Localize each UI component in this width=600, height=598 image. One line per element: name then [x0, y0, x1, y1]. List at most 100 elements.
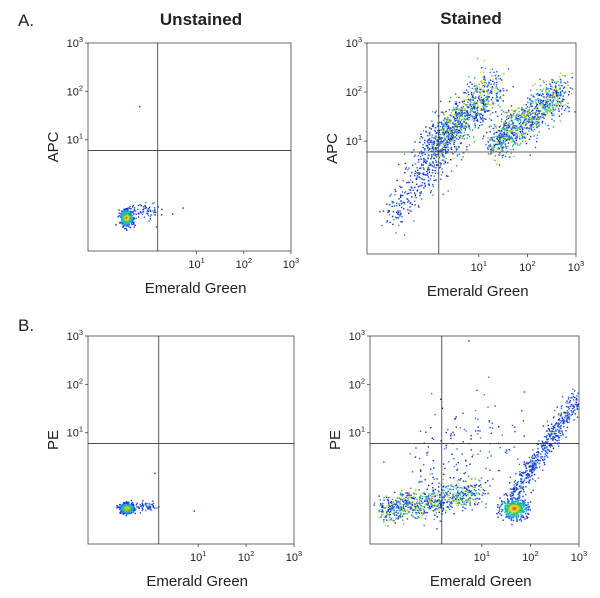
event-dot: [556, 91, 559, 93]
event-dot: [483, 94, 485, 97]
event-dot: [139, 204, 141, 206]
event-dot: [554, 109, 557, 111]
event-dot: [552, 126, 555, 128]
event-dot: [565, 107, 567, 110]
event-dot: [558, 101, 561, 103]
event-dot: [481, 494, 484, 496]
event-dot: [554, 89, 556, 91]
event-dot: [125, 215, 127, 218]
event-dot: [409, 496, 411, 498]
event-dot: [551, 81, 554, 83]
event-dot: [449, 132, 451, 134]
event-dot: [439, 144, 441, 147]
event-dot: [518, 499, 520, 501]
event-dot: [509, 110, 511, 112]
event-dot: [559, 425, 562, 427]
event-dot: [520, 480, 522, 483]
event-dot: [499, 136, 501, 138]
event-dot: [467, 106, 470, 108]
event-dot: [475, 89, 477, 92]
event-dot: [429, 131, 431, 133]
event-dot: [452, 121, 454, 123]
event-dot: [449, 119, 451, 121]
event-dot: [555, 91, 558, 93]
event-dot: [561, 100, 563, 102]
event-dot: [435, 507, 437, 510]
event-dot: [133, 507, 135, 509]
event-dot: [445, 117, 448, 119]
event-dot: [421, 173, 424, 175]
event-dot: [467, 123, 469, 125]
event-dot: [458, 101, 461, 104]
event-dot: [453, 486, 455, 488]
event-dot: [148, 220, 150, 222]
event-dot: [500, 148, 503, 150]
event-dot: [495, 73, 498, 75]
event-dot: [387, 499, 390, 502]
event-dot: [465, 124, 467, 127]
event-dot: [428, 168, 431, 171]
event-dot: [513, 515, 515, 517]
event-dot: [458, 153, 461, 155]
event-dot: [454, 488, 457, 490]
event-dot: [392, 223, 394, 226]
event-dot: [508, 130, 510, 132]
event-dot: [135, 213, 137, 215]
event-dot: [474, 77, 476, 79]
event-dot: [443, 129, 445, 131]
event-dot: [467, 485, 469, 487]
event-dot: [528, 508, 530, 510]
event-dot: [461, 101, 464, 103]
event-dot: [439, 520, 441, 522]
event-dot: [436, 144, 438, 147]
event-dot: [431, 503, 433, 505]
event-dot: [502, 88, 504, 90]
event-dot: [449, 129, 451, 131]
event-dot: [511, 506, 513, 508]
event-dot: [460, 132, 462, 134]
event-dot: [468, 488, 470, 491]
event-dot: [452, 134, 454, 137]
event-dot: [538, 94, 540, 96]
event-dot: [466, 487, 468, 489]
event-dot: [423, 160, 426, 163]
event-dot: [423, 157, 425, 160]
event-dot: [543, 436, 546, 438]
event-dot: [430, 504, 433, 506]
event-dot: [508, 516, 510, 519]
event-dot: [441, 131, 443, 134]
event-dot: [538, 104, 540, 107]
event-dot: [468, 114, 470, 116]
event-dot: [399, 195, 402, 197]
event-dot: [119, 504, 121, 506]
event-dot: [128, 507, 130, 510]
event-dot: [405, 501, 408, 503]
event-dot: [121, 221, 123, 224]
event-dot: [429, 141, 431, 144]
event-dot: [470, 105, 472, 108]
event-dot: [388, 497, 390, 499]
event-dot: [512, 494, 515, 496]
event-dot: [500, 505, 502, 507]
event-dot: [476, 114, 478, 117]
event-dot: [450, 133, 453, 135]
event-dot: [424, 495, 426, 498]
event-dot: [454, 103, 457, 105]
event-dot: [503, 494, 505, 496]
event-dot: [440, 111, 442, 114]
event-dot: [485, 506, 487, 509]
event-dot: [400, 506, 402, 508]
event-dot: [533, 111, 535, 114]
event-dot: [536, 89, 538, 91]
event-dot: [520, 504, 523, 506]
event-dot: [404, 162, 407, 165]
event-dot: [429, 507, 432, 509]
event-dot: [532, 130, 535, 132]
event-dot: [477, 502, 480, 504]
event-dot: [501, 154, 503, 157]
event-dot: [440, 492, 442, 494]
event-dot: [122, 511, 124, 513]
event-dot: [458, 112, 460, 114]
event-dot: [560, 435, 562, 437]
event-dot: [415, 511, 417, 514]
